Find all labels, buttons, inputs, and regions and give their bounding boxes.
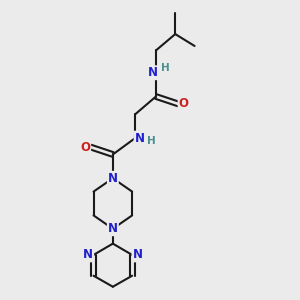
Text: O: O bbox=[80, 140, 90, 154]
Text: N: N bbox=[108, 222, 118, 235]
Text: H: H bbox=[147, 136, 156, 146]
Text: N: N bbox=[108, 172, 118, 185]
Text: N: N bbox=[147, 66, 158, 79]
Text: N: N bbox=[133, 248, 142, 261]
Text: N: N bbox=[135, 132, 145, 145]
Text: N: N bbox=[83, 248, 93, 261]
Text: H: H bbox=[161, 63, 170, 73]
Text: O: O bbox=[178, 98, 189, 110]
